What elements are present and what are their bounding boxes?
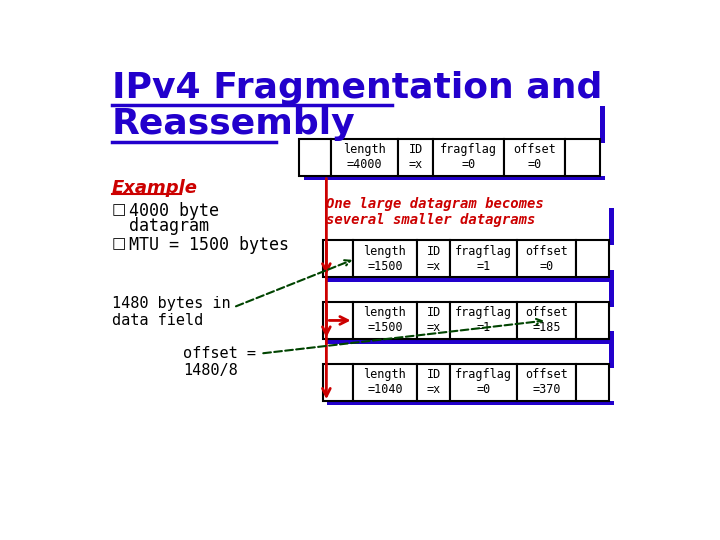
Bar [398,139,433,176]
Bar [450,363,518,401]
Bar [323,363,353,401]
Text: length
=1040: length =1040 [364,368,406,396]
Bar [518,302,576,339]
Text: □: □ [112,236,126,251]
Bar [323,302,353,339]
Text: offset
=0: offset =0 [513,143,556,171]
Text: Example: Example [112,179,198,197]
Text: One large datagram becomes: One large datagram becomes [326,197,544,211]
Text: fragflag
=0: fragflag =0 [440,143,497,171]
Bar [576,363,609,401]
Bar [327,278,614,282]
Bar [518,240,576,278]
Text: ID
=x: ID =x [409,143,423,171]
Bar [609,269,614,307]
Bar [518,363,576,401]
Bar [304,176,605,180]
Text: 4000 byte: 4000 byte [129,202,219,220]
Bar [450,240,518,278]
Bar [576,240,609,278]
Bar [504,139,565,176]
Text: offset
=0: offset =0 [526,245,568,273]
Text: □: □ [112,202,126,217]
Text: ID
=x: ID =x [426,245,441,273]
Bar [417,302,450,339]
Text: fragflag
=0: fragflag =0 [455,368,513,396]
Bar [433,139,504,176]
Text: offset
=185: offset =185 [526,306,568,334]
Text: 1480 bytes in
data field: 1480 bytes in data field [112,296,230,328]
Bar [609,331,614,368]
Bar [300,139,330,176]
Bar [609,208,614,245]
Text: offset =
1480/8: offset = 1480/8 [183,346,256,378]
Text: ID
=x: ID =x [426,306,441,334]
Text: ID
=x: ID =x [426,368,441,396]
Text: several smaller datagrams: several smaller datagrams [326,213,536,227]
Bar [323,240,353,278]
Bar [353,363,417,401]
Bar [330,139,398,176]
Text: MTU = 1500 bytes: MTU = 1500 bytes [129,236,289,254]
Text: offset
=370: offset =370 [526,368,568,396]
Bar [353,240,417,278]
Bar [417,240,450,278]
Bar [417,363,450,401]
Text: datagram: datagram [129,217,209,235]
Text: IPv4 Fragmentation and: IPv4 Fragmentation and [112,71,602,105]
Bar [327,401,614,405]
Bar [565,139,600,176]
Bar [450,302,518,339]
Bar [600,106,605,143]
Text: fragflag
=1: fragflag =1 [455,245,513,273]
Bar [353,302,417,339]
Text: length
=1500: length =1500 [364,306,406,334]
Text: length
=4000: length =4000 [343,143,386,171]
Text: Reassembly: Reassembly [112,107,356,141]
Bar [327,339,614,343]
Text: length
=1500: length =1500 [364,245,406,273]
Text: fragflag
=1: fragflag =1 [455,306,513,334]
Bar [576,302,609,339]
